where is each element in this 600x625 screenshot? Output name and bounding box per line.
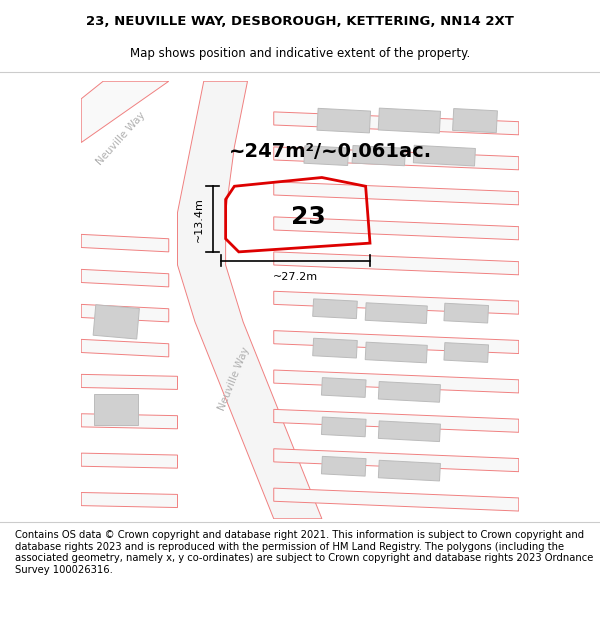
Polygon shape bbox=[322, 417, 366, 437]
Polygon shape bbox=[378, 108, 440, 133]
Polygon shape bbox=[365, 302, 427, 324]
Polygon shape bbox=[274, 331, 519, 354]
Polygon shape bbox=[304, 146, 349, 166]
Text: Neuville Way: Neuville Way bbox=[217, 346, 251, 412]
Polygon shape bbox=[81, 414, 178, 429]
Polygon shape bbox=[274, 291, 519, 314]
Text: Contains OS data © Crown copyright and database right 2021. This information is : Contains OS data © Crown copyright and d… bbox=[15, 530, 593, 575]
Polygon shape bbox=[94, 394, 138, 425]
Polygon shape bbox=[274, 409, 519, 432]
Polygon shape bbox=[317, 108, 371, 133]
Text: ~27.2m: ~27.2m bbox=[273, 271, 318, 281]
Polygon shape bbox=[322, 456, 366, 476]
Polygon shape bbox=[352, 146, 406, 166]
Polygon shape bbox=[81, 374, 178, 389]
Polygon shape bbox=[81, 234, 169, 252]
Text: 23, NEUVILLE WAY, DESBOROUGH, KETTERING, NN14 2XT: 23, NEUVILLE WAY, DESBOROUGH, KETTERING,… bbox=[86, 15, 514, 28]
Polygon shape bbox=[274, 252, 519, 275]
Polygon shape bbox=[365, 342, 427, 363]
Polygon shape bbox=[274, 147, 519, 170]
Polygon shape bbox=[178, 81, 322, 519]
Polygon shape bbox=[444, 303, 488, 323]
Polygon shape bbox=[274, 488, 519, 511]
Polygon shape bbox=[81, 492, 178, 508]
Polygon shape bbox=[452, 109, 497, 132]
Text: Map shows position and indicative extent of the property.: Map shows position and indicative extent… bbox=[130, 48, 470, 61]
Text: ~247m²/~0.061ac.: ~247m²/~0.061ac. bbox=[229, 142, 432, 161]
Polygon shape bbox=[81, 339, 169, 357]
Polygon shape bbox=[379, 381, 440, 402]
Text: ~13.4m: ~13.4m bbox=[194, 197, 204, 241]
Text: 23: 23 bbox=[292, 205, 326, 229]
Polygon shape bbox=[274, 449, 519, 472]
Polygon shape bbox=[81, 269, 169, 287]
Polygon shape bbox=[274, 112, 519, 135]
Text: Neuville Way: Neuville Way bbox=[94, 109, 147, 167]
Polygon shape bbox=[81, 304, 169, 322]
Polygon shape bbox=[81, 81, 169, 142]
Polygon shape bbox=[413, 145, 475, 166]
Polygon shape bbox=[274, 370, 519, 393]
Polygon shape bbox=[444, 342, 488, 362]
Polygon shape bbox=[313, 338, 358, 358]
Polygon shape bbox=[81, 453, 178, 468]
Polygon shape bbox=[379, 460, 440, 481]
Polygon shape bbox=[274, 217, 519, 240]
Polygon shape bbox=[313, 299, 358, 319]
Polygon shape bbox=[322, 378, 366, 398]
Polygon shape bbox=[93, 305, 139, 339]
Polygon shape bbox=[379, 421, 440, 442]
Polygon shape bbox=[274, 182, 519, 205]
